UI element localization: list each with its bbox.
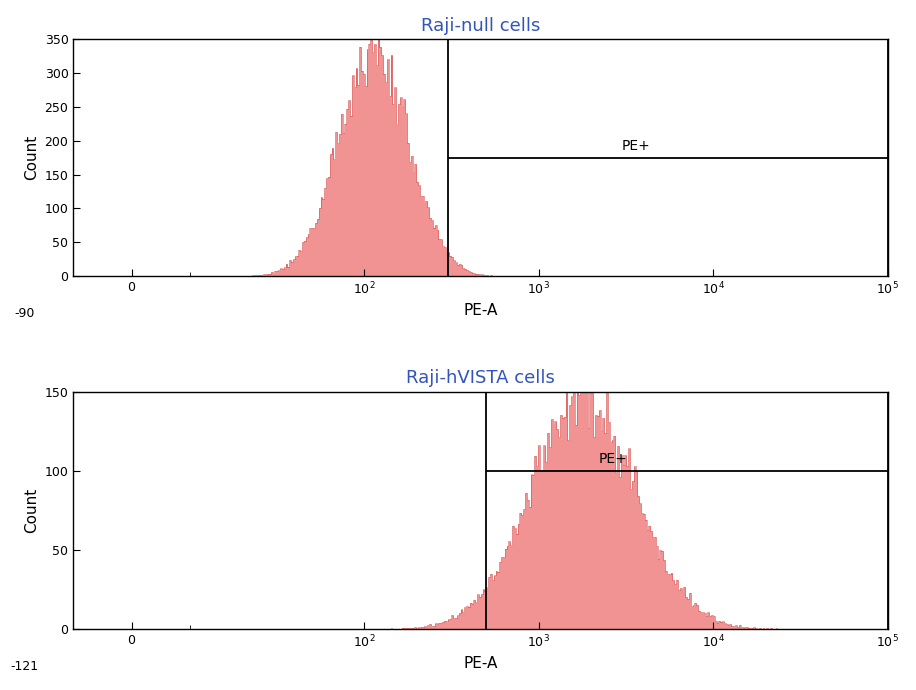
Title: Raji-null cells: Raji-null cells <box>421 17 540 34</box>
X-axis label: PE-A: PE-A <box>463 656 497 671</box>
X-axis label: PE-A: PE-A <box>463 304 497 318</box>
Y-axis label: Count: Count <box>24 135 39 180</box>
Text: PE+: PE+ <box>598 452 627 466</box>
Text: -121: -121 <box>10 660 38 673</box>
Text: -90: -90 <box>15 307 35 320</box>
Text: PE+: PE+ <box>622 139 651 153</box>
Y-axis label: Count: Count <box>24 488 39 533</box>
Title: Raji-hVISTA cells: Raji-hVISTA cells <box>406 369 555 387</box>
